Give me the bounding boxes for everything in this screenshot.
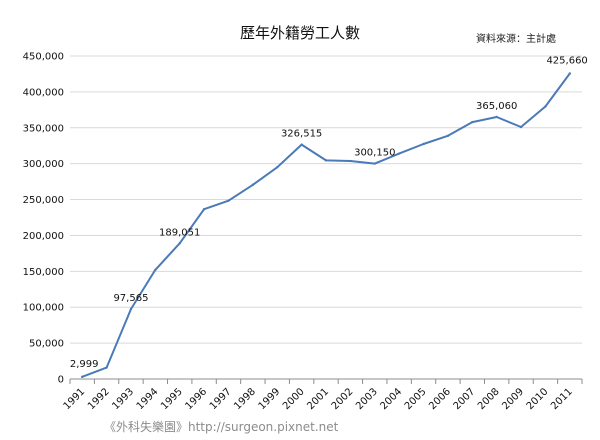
y-tick-label: 350,000 bbox=[23, 123, 64, 134]
data-point bbox=[154, 268, 157, 272]
x-tick-label: 2007 bbox=[452, 386, 478, 412]
data-label: 300,150 bbox=[354, 148, 395, 159]
data-point bbox=[544, 105, 547, 108]
data-point bbox=[373, 162, 376, 165]
x-tick-label: 2000 bbox=[281, 386, 307, 412]
y-tick-label: 250,000 bbox=[23, 195, 64, 206]
x-tick-label: 1992 bbox=[86, 386, 112, 412]
data-label: 2,999 bbox=[70, 359, 99, 370]
data-point bbox=[300, 143, 303, 146]
x-tick-label: 1995 bbox=[159, 386, 185, 412]
y-tick-label: 200,000 bbox=[23, 231, 64, 242]
data-point bbox=[105, 366, 108, 369]
y-tick-label: 450,000 bbox=[23, 52, 64, 63]
data-point bbox=[568, 72, 572, 75]
data-point bbox=[80, 375, 84, 379]
data-point bbox=[178, 242, 181, 245]
data-point bbox=[446, 134, 450, 138]
x-tick-label: 1999 bbox=[257, 386, 283, 412]
data-label: 97,565 bbox=[113, 293, 148, 304]
x-tick-label: 2005 bbox=[403, 386, 429, 412]
footer-credit: 《外科失樂園》http://surgeon.pixnet.net bbox=[104, 420, 339, 434]
y-tick-label: 150,000 bbox=[23, 267, 64, 278]
series-line bbox=[81, 72, 571, 378]
x-tick-label: 2003 bbox=[354, 386, 380, 412]
x-tick-label: 2008 bbox=[476, 386, 502, 412]
data-point bbox=[276, 166, 279, 169]
data-point bbox=[227, 199, 230, 202]
x-tick-label: 1996 bbox=[183, 386, 209, 412]
x-tick-label: 2004 bbox=[378, 386, 404, 412]
x-tick-label: 2009 bbox=[500, 386, 526, 412]
data-point bbox=[349, 159, 352, 163]
x-tick-label: 2001 bbox=[305, 386, 331, 412]
x-tick-label: 2006 bbox=[427, 386, 453, 412]
data-point bbox=[324, 159, 328, 162]
y-tick-label: 0 bbox=[58, 375, 64, 386]
data-point bbox=[129, 307, 133, 311]
y-tick-label: 400,000 bbox=[23, 87, 64, 98]
data-point bbox=[495, 115, 498, 119]
data-point bbox=[251, 183, 255, 186]
x-tick-label: 1997 bbox=[208, 386, 234, 412]
y-tick-label: 50,000 bbox=[29, 339, 64, 350]
data-point bbox=[202, 208, 206, 211]
x-tick-label: 2010 bbox=[525, 386, 551, 412]
x-tick-label: 2011 bbox=[549, 386, 575, 412]
data-label: 189,051 bbox=[159, 227, 200, 238]
x-tick-label: 1998 bbox=[232, 386, 258, 412]
chart-title: 歷年外籍勞工人數 bbox=[239, 24, 360, 42]
y-tick-label: 300,000 bbox=[23, 159, 64, 170]
y-tick-label: 100,000 bbox=[23, 303, 64, 314]
data-label: 365,060 bbox=[476, 101, 517, 112]
data-point bbox=[519, 125, 523, 129]
data-label: 326,515 bbox=[281, 129, 322, 140]
data-point bbox=[471, 120, 474, 124]
source-note: 資料來源：主計處 bbox=[476, 34, 556, 45]
data-point bbox=[397, 152, 401, 155]
x-tick-label: 1994 bbox=[135, 386, 161, 412]
x-tick-label: 1991 bbox=[62, 386, 88, 412]
data-label: 425,660 bbox=[546, 55, 587, 66]
data-point bbox=[422, 142, 425, 146]
x-tick-label: 1993 bbox=[110, 386, 136, 412]
x-tick-label: 2002 bbox=[330, 386, 356, 412]
